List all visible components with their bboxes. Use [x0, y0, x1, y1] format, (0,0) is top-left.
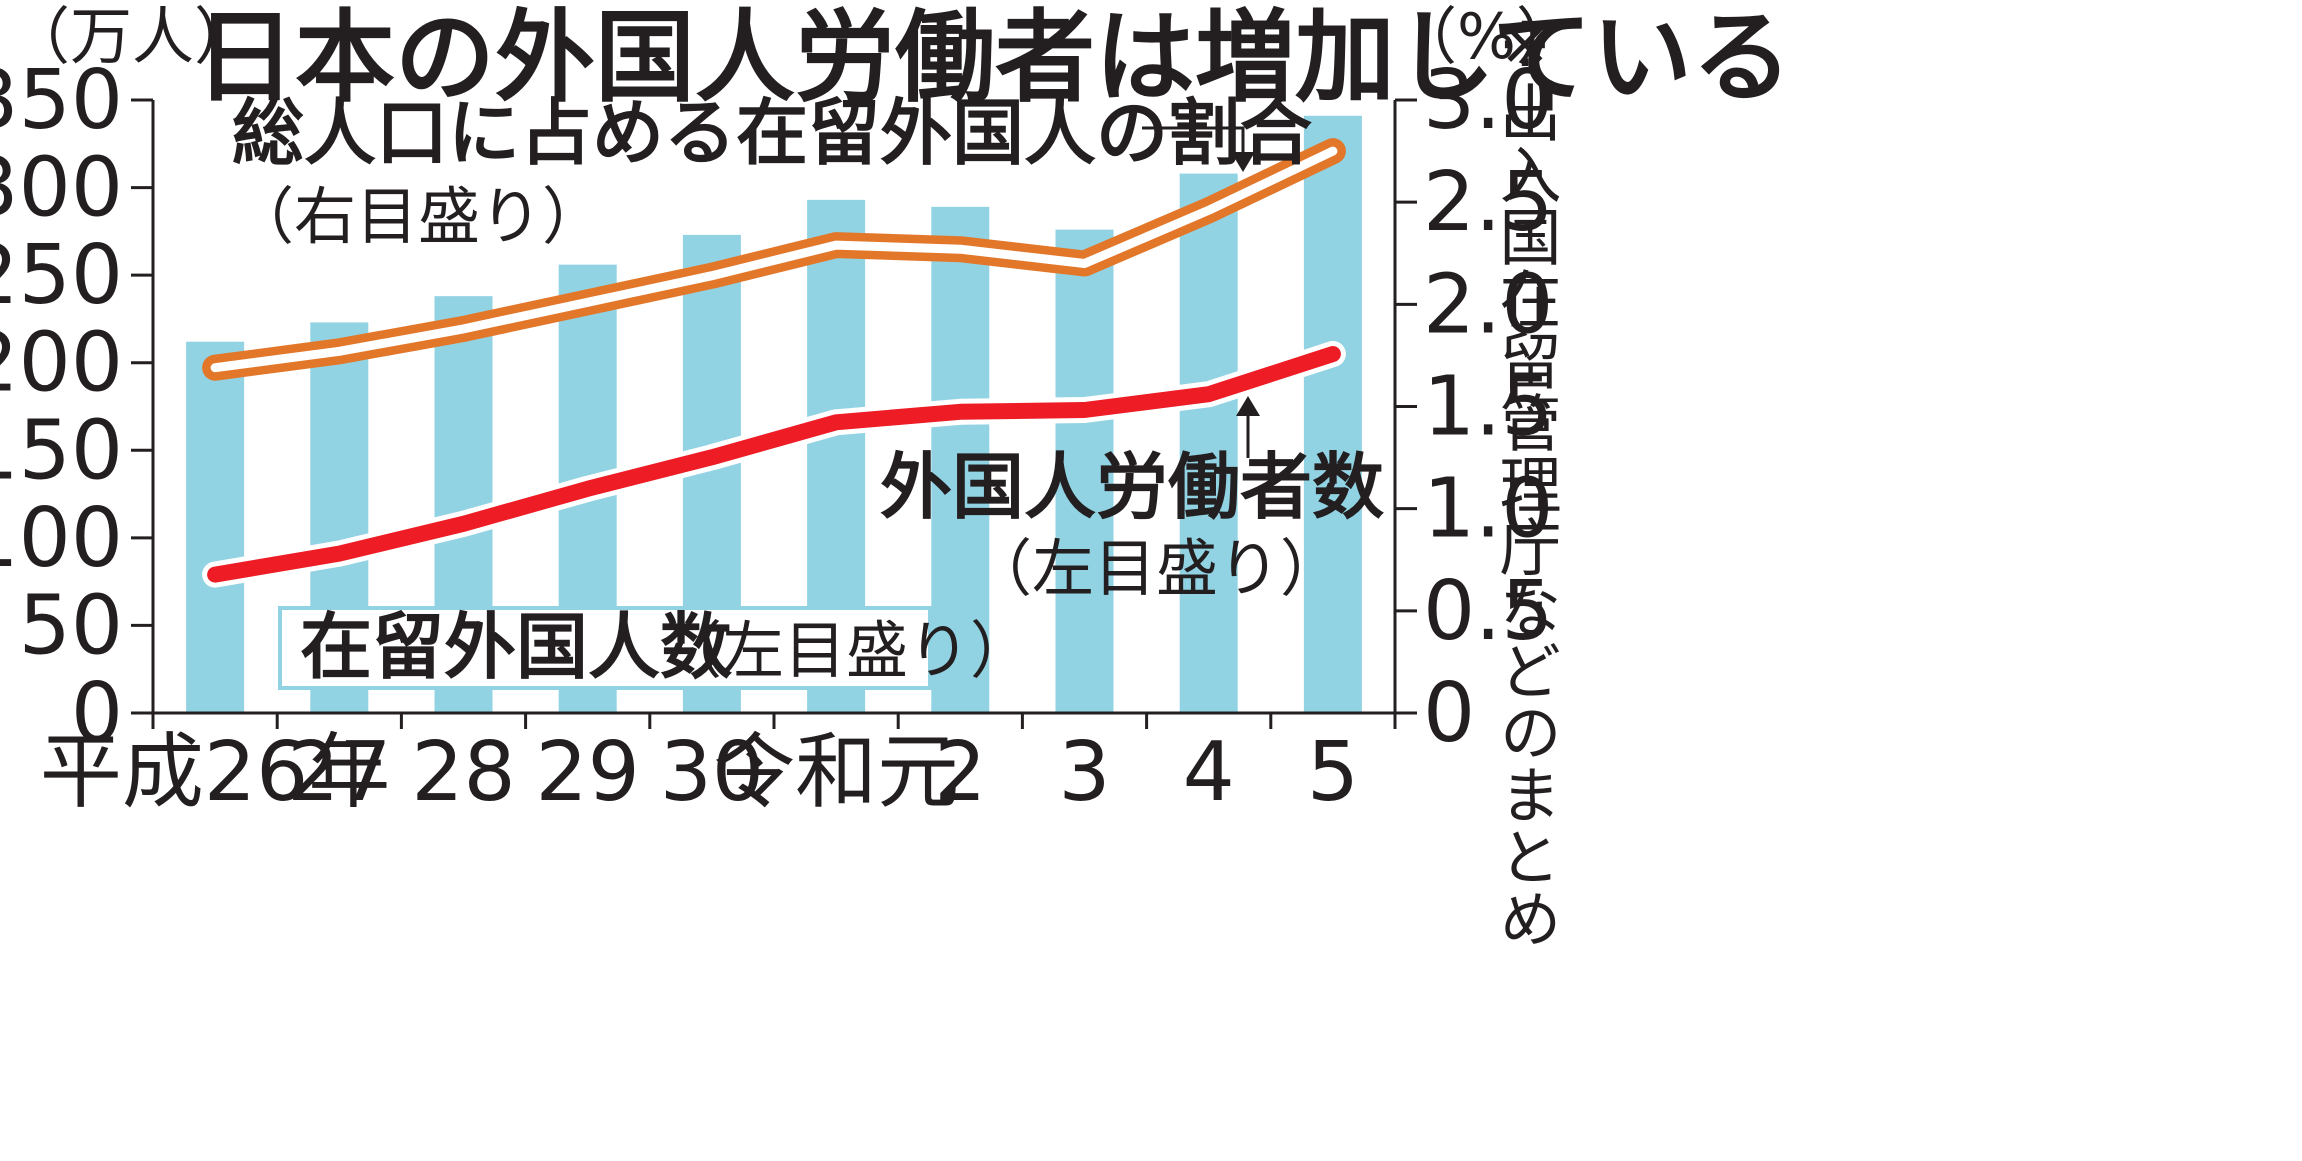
source-note: ※出入国在留管理庁などのまとめ: [1489, 8, 1562, 949]
right-tick-label: 1.0: [1423, 462, 1553, 557]
left-tick-label: 0: [71, 666, 123, 761]
left-unit-label: （万人）: [8, 0, 256, 73]
ratio-point: [1331, 150, 1334, 153]
worker-point: [959, 410, 962, 413]
line-layer: [202, 138, 1346, 588]
ratio-point: [214, 366, 217, 369]
left-tick-label: 300: [0, 141, 123, 236]
axes-layer: [131, 98, 1417, 729]
worker-series-label: 外国人労働者数: [880, 445, 1384, 529]
ratio-point: [462, 327, 465, 330]
x-tick-label: 4: [1183, 725, 1235, 820]
x-tick-label: 2: [934, 725, 986, 820]
worker-point: [462, 522, 465, 525]
left-tick-label: 350: [0, 53, 123, 148]
label-layer: 05010015020025030035000.51.01.52.02.53.0…: [0, 0, 1792, 949]
left-tick-label: 150: [0, 403, 123, 498]
bar-legend-sublabel: （左目盛り）: [660, 614, 1032, 687]
right-tick-label: 2.5: [1423, 155, 1553, 250]
worker-point: [1207, 393, 1210, 396]
ratio-point: [959, 248, 962, 251]
ratio-line-inner: [210, 146, 1338, 373]
worker-callout-arrowhead: [1236, 396, 1260, 416]
right-tick-label: 2.0: [1423, 257, 1553, 352]
x-tick-label: 5: [1307, 725, 1359, 820]
worker-point: [1083, 409, 1086, 412]
right-unit-label: （%）: [1395, 0, 1578, 73]
worker-point: [1331, 352, 1334, 355]
bar: [186, 341, 245, 713]
worker-series-sublabel: （左目盛り）: [970, 532, 1342, 605]
chart-title: 日本の外国人労働者は増加している: [195, 0, 1792, 116]
worker-point: [338, 552, 341, 555]
bar-legend-box: [278, 606, 932, 690]
x-tick-label: 28: [411, 725, 515, 820]
bar: [1179, 173, 1238, 713]
ratio-point: [1083, 262, 1086, 265]
right-tick-label: 0: [1423, 666, 1475, 761]
bar: [931, 206, 990, 713]
ratio-point: [835, 244, 838, 247]
bar-legend-label: 在留外国人数: [300, 605, 732, 689]
worker-line: [207, 346, 1341, 583]
x-tick-label: 平成26年: [40, 725, 390, 820]
left-tick-label: 100: [0, 491, 123, 586]
right-tick-label: 0.5: [1423, 564, 1553, 659]
ratio-series-label: 総人口に占める在留外国人の割合: [232, 91, 1312, 175]
ratio-callout-line: [1142, 126, 1245, 160]
right-tick-label: 1.5: [1423, 360, 1553, 455]
x-tick-label: 29: [536, 725, 640, 820]
left-tick-label: 250: [0, 228, 123, 323]
worker-point: [710, 456, 713, 459]
left-tick-label: 200: [0, 316, 123, 411]
bar: [1055, 229, 1114, 713]
worker-point: [835, 421, 838, 424]
ratio-series-sublabel: （右目盛り）: [232, 180, 604, 253]
ratio-point: [586, 301, 589, 304]
bar: [1303, 115, 1362, 713]
ratio-point: [1207, 209, 1210, 212]
x-tick-label: 令和元: [713, 725, 959, 820]
left-tick-label: 50: [19, 578, 123, 673]
x-tick-label: 3: [1058, 725, 1110, 820]
ratio-point: [710, 274, 713, 277]
worker-point: [214, 573, 217, 576]
worker-point: [586, 487, 589, 490]
x-tick-label: 30: [660, 725, 764, 820]
ratio-point: [338, 350, 341, 353]
x-tick-label: 27: [287, 725, 391, 820]
ratio-callout-arrowhead: [1231, 152, 1255, 172]
right-tick-label: 3.0: [1423, 53, 1553, 148]
